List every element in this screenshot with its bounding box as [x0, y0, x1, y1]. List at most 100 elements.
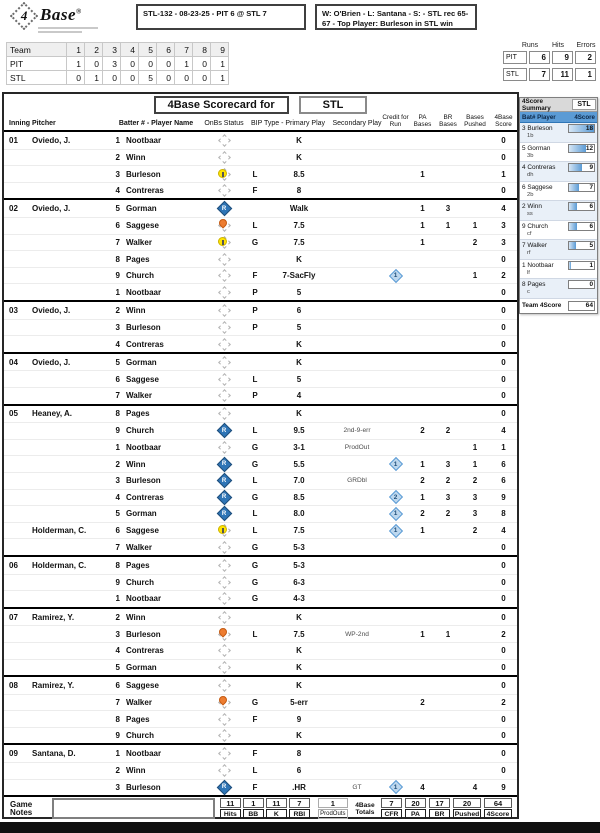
- secondary-play: [332, 388, 382, 404]
- bases-pushed: [460, 728, 490, 744]
- batter-name: Nootbaar: [126, 287, 162, 297]
- batter-cell: 1 Nootbaar: [108, 591, 204, 607]
- rhe-header: Runs: [521, 42, 539, 49]
- bip-type: L: [252, 766, 258, 776]
- onbs-status-cell: [204, 694, 244, 711]
- scorecard-row: 06 Holderman, C. 8 Pages G 5-3 0: [4, 557, 517, 574]
- pa-bases: [409, 539, 436, 555]
- total-label: 4Score: [484, 809, 512, 820]
- score-bar-fill: [569, 164, 582, 171]
- batter-name: Burleson: [126, 322, 161, 332]
- scorecard-row: 2 Winn K 0: [4, 148, 517, 166]
- inning-number: [4, 166, 32, 182]
- primary-play: 8: [296, 186, 302, 196]
- fourbase-score: 0: [501, 186, 506, 196]
- fourbase-score: 0: [501, 254, 506, 264]
- batter-cell: 9 Church: [108, 575, 204, 591]
- batter-name: Burleson: [126, 629, 161, 639]
- primary-play: 6-3: [293, 577, 305, 587]
- br-bases: [436, 523, 460, 539]
- onbase-out-icon: [217, 303, 232, 318]
- batter-name: Nootbaar: [126, 594, 162, 604]
- onbs-status-cell: [204, 660, 244, 676]
- batter-number: 2: [115, 459, 120, 469]
- total-label: BB: [242, 809, 264, 820]
- onbs-status-cell: [204, 284, 244, 300]
- credit-for-run-cell: [382, 711, 409, 727]
- pitcher-name: [32, 763, 108, 779]
- scorecard-row: 07 Ramirez, Y. 2 Winn K 0: [4, 609, 517, 626]
- scorecard-row: 4 Contreras K 0: [4, 641, 517, 659]
- inning-number: [4, 371, 32, 387]
- primary-play: 4-3: [293, 594, 305, 604]
- pa-bases: [409, 302, 436, 319]
- pitcher-name: [32, 268, 108, 284]
- credit-for-run-cell: 2: [382, 490, 409, 506]
- onbase-out-icon: [217, 372, 232, 387]
- batter-name: Contreras: [126, 492, 164, 502]
- col-credit-for-run: Credit for Run: [382, 114, 409, 129]
- bip-type: L: [252, 509, 258, 519]
- pitcher-name: [32, 626, 108, 642]
- total-value: 7: [381, 798, 402, 809]
- bip-type: L: [252, 526, 258, 536]
- linescore-inning-header: 4: [120, 42, 139, 57]
- rhe-value: 6: [529, 51, 550, 64]
- bip-type: F: [252, 782, 258, 792]
- onbase-out-icon: [217, 712, 232, 727]
- primary-play: 6: [296, 766, 302, 776]
- credit-for-run-cell: 1: [382, 523, 409, 539]
- batter-name: Winn: [126, 459, 146, 469]
- onbase-scored-icon: R: [216, 423, 232, 439]
- primary-play: 7.5: [293, 221, 305, 231]
- batter-cell: 2 Winn: [108, 609, 204, 626]
- primary-play: K: [296, 152, 302, 162]
- out-diamond: [217, 729, 231, 743]
- primary-play: 9: [296, 714, 302, 724]
- game-notes-input[interactable]: [52, 798, 215, 820]
- primary-play: 4: [296, 391, 302, 401]
- credit-for-run-cell: 1: [382, 506, 409, 522]
- inning-block: 03 Oviedo, J. 2 Winn P 6 0 3 Burleson P 5 0 4 Contrer…: [4, 300, 517, 352]
- pitcher-name: [32, 539, 108, 555]
- pitcher-name: [32, 371, 108, 387]
- batter-number: 6: [115, 526, 120, 536]
- pitcher-name: [32, 695, 108, 711]
- bases-pushed: [460, 336, 490, 352]
- bip-type: [244, 132, 266, 149]
- out-diamond: [217, 269, 231, 283]
- bases-pushed: [460, 251, 490, 267]
- pitcher-name: Ramirez, Y.: [32, 612, 75, 622]
- batter-cell: 9 Church: [108, 423, 204, 439]
- linescore-inning-score: 0: [192, 56, 211, 71]
- batter-cell: 1 Nootbaar: [108, 745, 204, 762]
- linescore-row: STL 0 1 0 0 5 0 0 0 1: [6, 70, 229, 85]
- pitcher-name: [32, 336, 108, 352]
- summary-player-row: 6 Saggese 7 2b: [520, 182, 597, 201]
- bases-pushed: [460, 609, 490, 626]
- cfr-number: 1: [393, 783, 398, 791]
- batter-name: Walker: [126, 237, 152, 247]
- inning-number: [4, 440, 32, 456]
- total-rbi: 7 RBI: [288, 798, 310, 820]
- pa-bases: [409, 183, 436, 199]
- pa-bases: 2: [420, 509, 425, 519]
- onbs-status-cell: [204, 302, 244, 319]
- bip-type: G: [251, 492, 259, 502]
- col-bases-pushed: Bases Pushed: [464, 114, 486, 129]
- br-bases: [436, 354, 460, 371]
- inning-number: [4, 150, 32, 166]
- out-diamond: [217, 372, 231, 386]
- onbs-status-cell: [204, 251, 244, 267]
- yellow-marker: [217, 236, 227, 246]
- total-value: 64: [484, 798, 512, 809]
- pa-bases: 1: [420, 169, 425, 179]
- primary-play: 5-3: [293, 560, 305, 570]
- secondary-play: [332, 557, 382, 574]
- batter-number: 3: [115, 782, 120, 792]
- linescore-inning-score: 1: [174, 56, 193, 71]
- scorecard-row: 6 Saggese L 5 0: [4, 370, 517, 387]
- pitcher-name: [32, 423, 108, 439]
- credit-for-run-cell: [382, 539, 409, 555]
- secondary-play: [332, 677, 382, 694]
